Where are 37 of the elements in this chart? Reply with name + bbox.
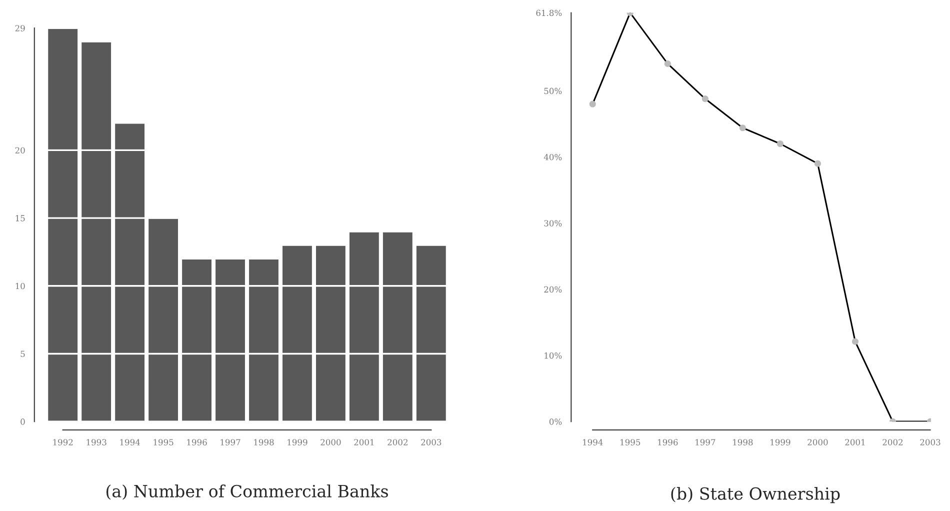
y-tick-label: 50% [544, 88, 562, 94]
x-tick-label: 1993 [86, 439, 106, 446]
x-tick-label: 2003 [920, 439, 940, 446]
x-tick-label: 1996 [187, 439, 207, 446]
x-tick-label: 2003 [421, 439, 442, 446]
x-tick-label: 2002 [388, 439, 408, 446]
y-tick-label: 40% [544, 154, 562, 160]
y-tick-label: 61.8% [536, 10, 562, 16]
x-tick-label: 1992 [53, 439, 73, 446]
y-tick-label: 10 [16, 282, 25, 290]
y-tick-label: 15 [16, 215, 25, 222]
x-tick-label: 2000 [808, 439, 828, 446]
y-tick-label: 20% [544, 286, 562, 293]
x-tick-label: 2001 [354, 439, 374, 446]
y-tick-label: 0 [20, 418, 25, 425]
x-tick-label: 1998 [254, 439, 274, 446]
y-tick-label: 29 [15, 25, 25, 32]
x-tick-label: 1996 [658, 439, 678, 446]
text: (a) Number of Commercial Banks [106, 484, 388, 500]
x-tick-label: 1995 [154, 439, 174, 446]
x-tick-label: 2001 [845, 439, 865, 446]
x-tick-label: 1994 [120, 439, 140, 446]
x-tick-label: 1999 [288, 439, 308, 446]
x-tick-label: 1994 [583, 439, 603, 446]
x-tick-label: 1999 [770, 439, 790, 446]
y-tick-label: 20 [15, 147, 25, 154]
x-tick-label: 1998 [733, 439, 753, 446]
y-tick-label: 30% [544, 220, 562, 226]
y-tick-label: 10% [544, 352, 562, 359]
y-tick-label: 5 [20, 350, 25, 358]
x-tick-label: 2000 [320, 439, 341, 446]
x-tick-label: 2002 [882, 439, 903, 446]
text: (b) State Ownership [671, 486, 840, 504]
y-tick-label: 0% [549, 418, 562, 425]
x-tick-label: 1997 [220, 439, 240, 446]
x-tick-label: 1997 [696, 439, 716, 446]
x-tick-label: 1995 [620, 439, 640, 446]
